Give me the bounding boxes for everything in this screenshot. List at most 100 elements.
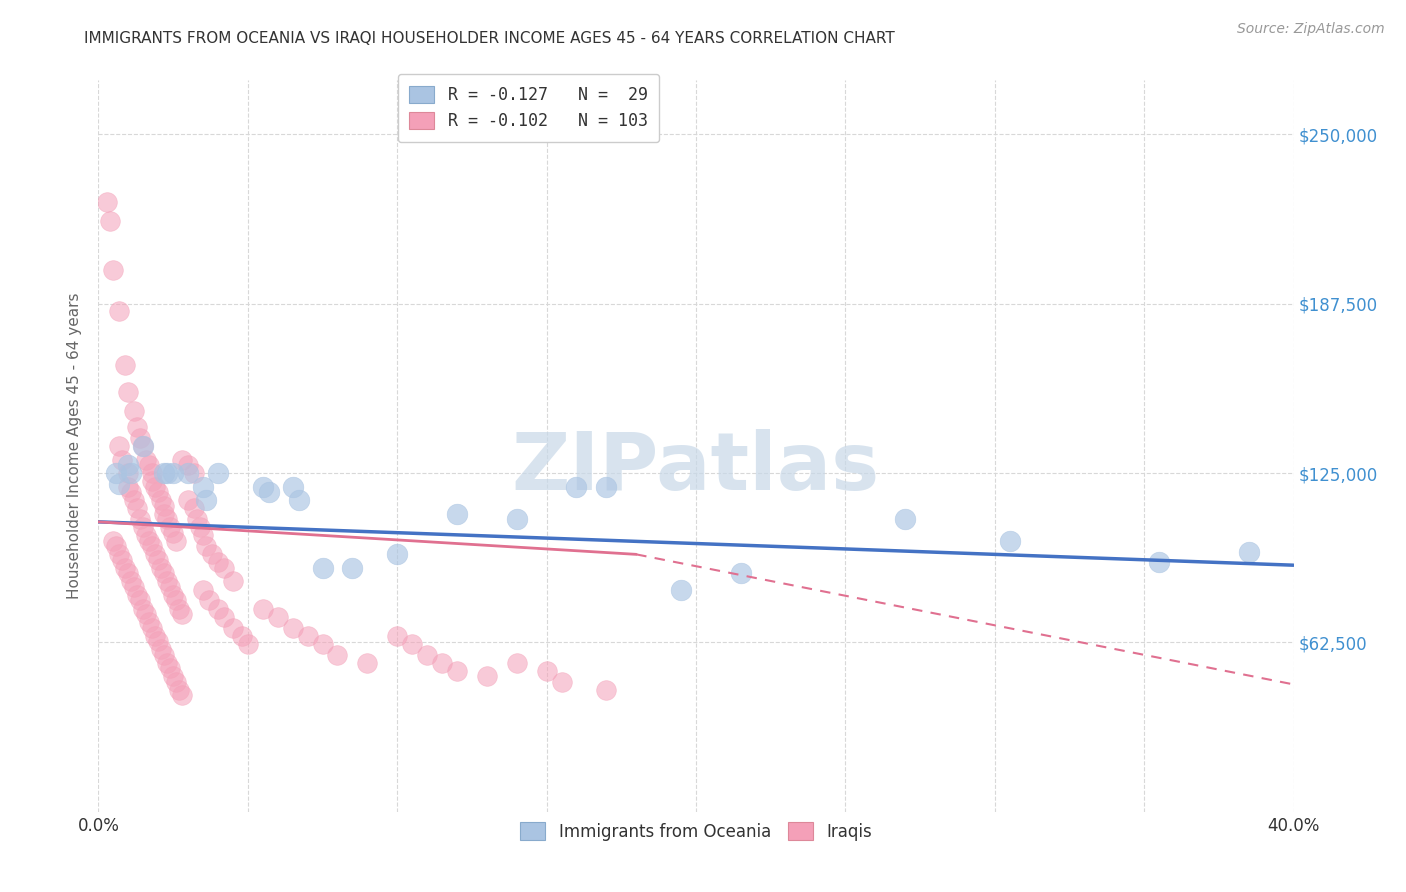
Point bbox=[172, 452, 194, 467]
Point bbox=[120, 485, 142, 500]
Point bbox=[195, 493, 218, 508]
Point bbox=[111, 553, 134, 567]
Point bbox=[165, 533, 187, 548]
Point bbox=[167, 682, 190, 697]
Point bbox=[281, 480, 304, 494]
Point bbox=[506, 656, 529, 670]
Point bbox=[135, 452, 157, 467]
Point bbox=[446, 507, 468, 521]
Point bbox=[156, 574, 179, 589]
Point bbox=[159, 661, 181, 675]
Point bbox=[252, 480, 274, 494]
Point bbox=[143, 547, 166, 561]
Point bbox=[124, 580, 146, 594]
Point bbox=[326, 648, 349, 662]
Point bbox=[148, 634, 170, 648]
Point bbox=[141, 539, 163, 553]
Point bbox=[177, 458, 200, 472]
Point bbox=[96, 195, 118, 210]
Point bbox=[129, 431, 152, 445]
Point bbox=[117, 480, 139, 494]
Point bbox=[141, 620, 163, 634]
Point bbox=[98, 214, 122, 228]
Text: IMMIGRANTS FROM OCEANIA VS IRAQI HOUSEHOLDER INCOME AGES 45 - 64 YEARS CORRELATI: IMMIGRANTS FROM OCEANIA VS IRAQI HOUSEHO… bbox=[84, 31, 896, 46]
Point bbox=[222, 574, 245, 589]
Point bbox=[150, 493, 173, 508]
Point bbox=[156, 466, 179, 480]
Point bbox=[1147, 556, 1170, 570]
Point bbox=[114, 358, 136, 372]
Point bbox=[595, 480, 617, 494]
Point bbox=[111, 452, 134, 467]
Point bbox=[191, 528, 214, 542]
Point bbox=[135, 528, 157, 542]
Text: Source: ZipAtlas.com: Source: ZipAtlas.com bbox=[1237, 22, 1385, 37]
Point bbox=[103, 263, 125, 277]
Point bbox=[311, 637, 333, 651]
Point bbox=[198, 593, 221, 607]
Point bbox=[108, 547, 131, 561]
Point bbox=[222, 620, 245, 634]
Point bbox=[138, 458, 160, 472]
Point bbox=[165, 593, 187, 607]
Point bbox=[416, 648, 439, 662]
Point bbox=[401, 637, 423, 651]
Legend: Immigrants from Oceania, Iraqis: Immigrants from Oceania, Iraqis bbox=[513, 816, 879, 847]
Point bbox=[156, 656, 179, 670]
Point bbox=[129, 512, 152, 526]
Point bbox=[506, 512, 529, 526]
Point bbox=[669, 582, 692, 597]
Point bbox=[127, 420, 149, 434]
Point bbox=[159, 520, 181, 534]
Point bbox=[186, 512, 208, 526]
Point bbox=[132, 439, 155, 453]
Point bbox=[153, 566, 176, 581]
Point bbox=[565, 480, 588, 494]
Point bbox=[153, 466, 176, 480]
Point bbox=[894, 512, 917, 526]
Point bbox=[105, 539, 128, 553]
Point bbox=[153, 507, 176, 521]
Point bbox=[475, 669, 498, 683]
Point bbox=[287, 493, 309, 508]
Point bbox=[257, 485, 280, 500]
Point bbox=[153, 499, 176, 513]
Point bbox=[201, 547, 224, 561]
Point bbox=[105, 466, 128, 480]
Point bbox=[120, 466, 142, 480]
Point bbox=[177, 466, 200, 480]
Point bbox=[212, 561, 235, 575]
Point bbox=[730, 566, 752, 581]
Point bbox=[281, 620, 304, 634]
Point bbox=[124, 493, 146, 508]
Point bbox=[143, 629, 166, 643]
Point bbox=[446, 664, 468, 678]
Point bbox=[138, 533, 160, 548]
Point bbox=[385, 547, 409, 561]
Point bbox=[132, 520, 155, 534]
Point bbox=[188, 520, 211, 534]
Point bbox=[108, 303, 131, 318]
Point bbox=[127, 588, 149, 602]
Point bbox=[183, 501, 205, 516]
Point bbox=[1237, 544, 1260, 558]
Point bbox=[127, 501, 149, 516]
Point bbox=[162, 466, 184, 480]
Point bbox=[141, 466, 163, 480]
Point bbox=[114, 561, 136, 575]
Point bbox=[162, 669, 184, 683]
Point bbox=[153, 648, 176, 662]
Point bbox=[165, 674, 187, 689]
Point bbox=[267, 609, 290, 624]
Point bbox=[536, 664, 558, 678]
Point bbox=[207, 601, 229, 615]
Point bbox=[342, 561, 364, 575]
Point bbox=[998, 533, 1021, 548]
Point bbox=[162, 525, 184, 540]
Point bbox=[108, 477, 131, 491]
Point bbox=[135, 607, 157, 621]
Point bbox=[148, 553, 170, 567]
Point bbox=[129, 593, 152, 607]
Point bbox=[117, 384, 139, 399]
Point bbox=[172, 688, 194, 702]
